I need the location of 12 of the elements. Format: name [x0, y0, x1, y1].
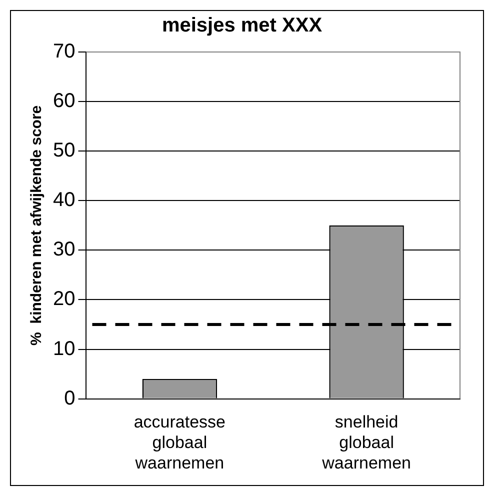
y-tick-label: 0 [64, 387, 76, 410]
x-tick-label: snelheid globaal waarnemen [321, 412, 411, 472]
y-axis-title: % kinderen met afwijkende score [28, 105, 46, 346]
x-tick-label: accuratesse globaal waarnemen [134, 412, 226, 472]
y-tick-label: 50 [52, 140, 76, 162]
chart-title: meisjes met XXX [162, 14, 323, 37]
y-tick-label: 10 [52, 338, 76, 360]
y-tick-label: 60 [52, 90, 76, 112]
y-tick-label: 30 [52, 238, 76, 261]
y-tick-label: 40 [52, 189, 76, 212]
y-tick-label: 20 [52, 288, 76, 310]
y-tick-label: 70 [52, 40, 76, 63]
